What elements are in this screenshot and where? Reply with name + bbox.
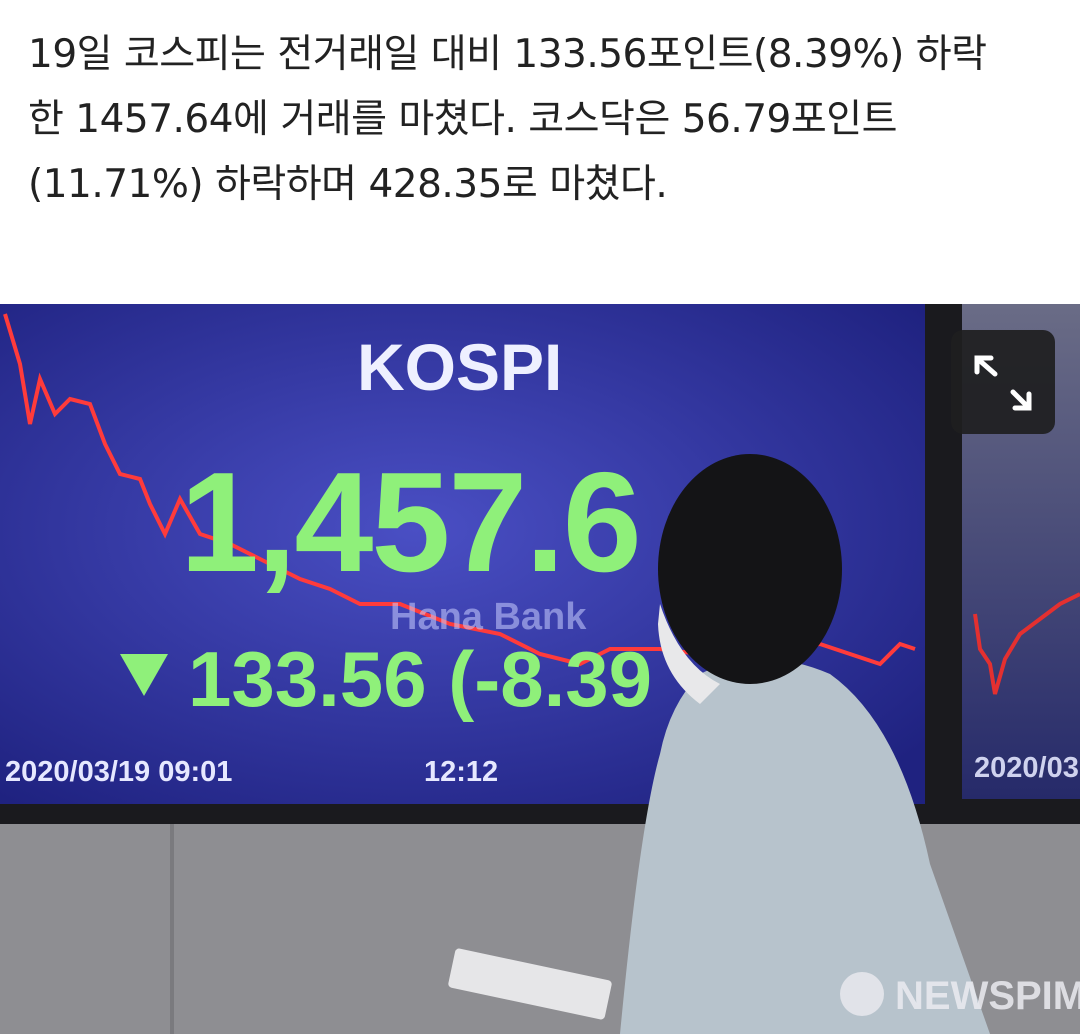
wall-seam xyxy=(170,824,174,1034)
current-time: 12:12 xyxy=(424,756,499,788)
face-mask xyxy=(658,604,720,704)
document-in-hand xyxy=(448,948,612,1020)
article-line: 19일 코스피는 전거래일 대비 133.56포인트(8.39%) 하락 xyxy=(28,32,987,77)
start-time: 2020/03/19 09:01 xyxy=(5,756,233,788)
person-shirt xyxy=(620,659,990,1034)
side-board-date: 2020/03 xyxy=(974,752,1079,784)
article-paragraph: 19일 코스피는 전거래일 대비 133.56포인트(8.39%) 하락 한 1… xyxy=(28,22,1058,217)
side-chart-line xyxy=(973,592,1080,695)
down-triangle-icon xyxy=(120,654,168,696)
article-line: 한 1457.64에 거래를 마쳤다. 코스닥은 56.79포인트 xyxy=(28,97,898,142)
board-title: KOSPI xyxy=(357,330,563,404)
person-head xyxy=(658,454,842,684)
expand-arrows-icon xyxy=(974,355,1032,411)
expand-image-button[interactable] xyxy=(951,330,1055,434)
article-photo[interactable]: KOSPI 1,457.6 Hana Bank 133.56 (-8.39 20… xyxy=(0,304,1080,1034)
index-value: 1,457.6 xyxy=(180,443,642,602)
index-change: 133.56 (-8.39 xyxy=(188,635,653,723)
photo-scene xyxy=(0,304,1080,1034)
watermark: NEWSPIM xyxy=(895,974,1080,1018)
newspim-logo-icon xyxy=(840,972,884,1016)
article-line: (11.71%) 하락하며 428.35로 마쳤다. xyxy=(28,162,668,207)
bank-logo: Hana Bank xyxy=(390,596,587,638)
